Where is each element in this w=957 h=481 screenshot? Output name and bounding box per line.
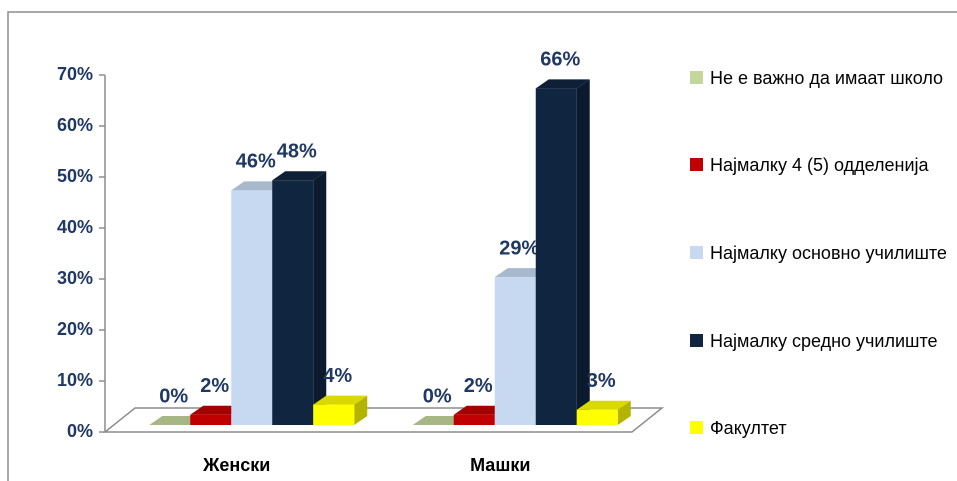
bar [412, 416, 467, 425]
bar [190, 405, 245, 425]
legend-swatch [690, 421, 703, 434]
data-label: 4% [323, 365, 352, 387]
data-label: 29% [499, 237, 539, 259]
chart-border [7, 11, 957, 481]
legend-entry: Најмалку средно училиште [690, 326, 950, 356]
legend-swatch [690, 246, 703, 259]
bar-side [313, 171, 327, 425]
legend-label: Најмалку 4 (5) одделенија [710, 155, 929, 175]
legend-entry: Не е важно да имаат школо [690, 63, 950, 93]
data-label: 3% [587, 370, 616, 392]
legend-entry: Најмалку основно училиште [690, 238, 950, 268]
bar [272, 171, 327, 425]
bar-top [272, 171, 327, 181]
legend-label: Најмалку средно училиште [710, 331, 938, 351]
legend-swatch [690, 334, 703, 347]
bar-front [272, 180, 314, 425]
y-tick-label: 60% [57, 115, 93, 135]
y-tick-label: 30% [57, 268, 93, 288]
bar-front [231, 190, 273, 425]
legend-label: Најмалку основно училиште [710, 243, 947, 263]
bar-front [576, 409, 618, 425]
bar-side [354, 395, 368, 425]
bar-top [313, 395, 368, 405]
bar-top [535, 79, 590, 89]
data-label: 0% [423, 385, 452, 407]
legend-label: Не е важно да имаат школо [710, 68, 944, 88]
legend-entry: Факултет [690, 413, 950, 443]
bar-front [453, 414, 495, 425]
data-label: 2% [200, 375, 229, 397]
bar-top [149, 416, 204, 425]
bar-side [576, 79, 590, 426]
bar [149, 416, 204, 425]
data-label: 46% [236, 151, 276, 173]
bar [535, 79, 590, 426]
x-tick-label: Женски [202, 455, 270, 475]
data-label: 48% [277, 140, 317, 162]
legend-label: Факултет [710, 418, 787, 438]
bar-top [190, 405, 245, 415]
bar-top [576, 400, 631, 410]
x-tick-label: Машки [470, 455, 530, 475]
legend-swatch [690, 71, 703, 84]
y-tick-label: 50% [57, 166, 93, 186]
bar [313, 395, 368, 425]
bar-side [617, 400, 631, 425]
bar-front [190, 414, 232, 425]
bar [576, 400, 631, 425]
bar-front [313, 404, 355, 425]
legend-swatch [690, 158, 703, 171]
data-label: 2% [464, 375, 493, 397]
bar-front [535, 88, 577, 426]
y-tick-label: 70% [57, 64, 93, 84]
y-tick-label: 10% [57, 370, 93, 390]
bar-top [412, 416, 467, 425]
bar-top [453, 405, 508, 415]
y-tick-label: 0% [67, 421, 93, 441]
y-tick-label: 40% [57, 217, 93, 237]
bar-top [231, 181, 286, 191]
data-label: 66% [540, 49, 580, 71]
bar-front [494, 277, 536, 425]
legend-entry: Најмалку 4 (5) одделенија [690, 150, 950, 180]
data-label: 0% [159, 385, 188, 407]
y-tick-label: 20% [57, 319, 93, 339]
bar-top [494, 268, 549, 278]
